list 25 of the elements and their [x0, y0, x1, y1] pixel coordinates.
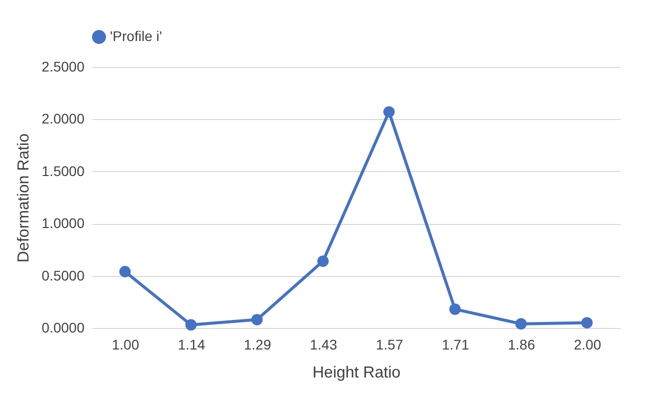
x-tick-label: 2.00 — [574, 336, 602, 352]
x-tick-label: 1.29 — [244, 336, 272, 352]
y-axis-title: Deformation Ratio — [16, 133, 33, 262]
point — [119, 266, 131, 278]
x-tick-label: 1.57 — [376, 336, 404, 352]
y-tick-label: 2.5000 — [42, 58, 85, 74]
point — [185, 319, 197, 331]
y-tick-label: 0.5000 — [42, 267, 85, 284]
y-tick-label: 1.5000 — [42, 162, 85, 179]
x-tick-label: 1.00 — [112, 336, 140, 352]
point — [449, 304, 461, 315]
point — [317, 255, 329, 267]
legend-label: 'Profile i' — [110, 28, 162, 44]
x-axis-title: Height Ratio — [312, 364, 401, 382]
x-tick-label: 1.71 — [442, 336, 470, 352]
point — [251, 314, 263, 326]
y-tick-label: 2.0000 — [42, 110, 85, 127]
point — [515, 318, 527, 330]
point — [383, 106, 395, 118]
y-tick-label: 0.0000 — [42, 320, 85, 336]
x-tick-label: 1.43 — [310, 336, 338, 352]
point — [581, 317, 593, 328]
x-tick-label: 1.14 — [178, 336, 206, 352]
y-tick-label: 1.0000 — [42, 215, 85, 232]
x-tick-label: 1.86 — [508, 336, 536, 352]
